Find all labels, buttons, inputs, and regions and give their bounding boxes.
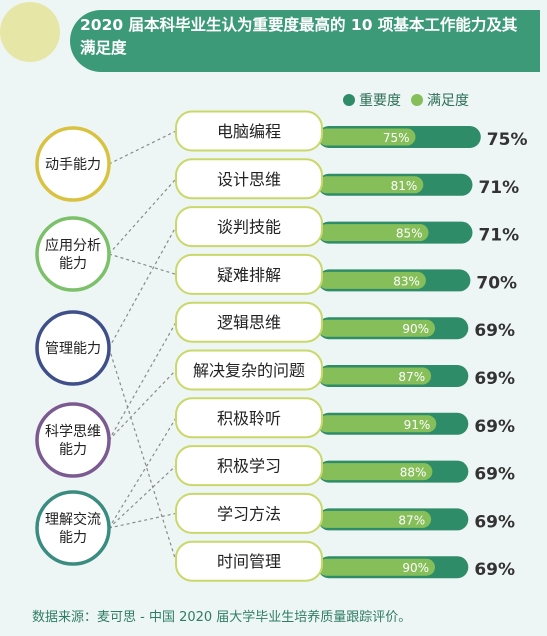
importance-label: 69% xyxy=(474,321,515,341)
connector-line xyxy=(108,512,177,529)
ability-pill xyxy=(175,158,323,200)
ability-chart: 75% 75% 电脑编程 81% 71% 设计思维 85% 71% 谈判技能 83% 70% 疑难排解… xyxy=(35,110,528,582)
satisfaction-label: 87% xyxy=(398,370,425,384)
ability-pill xyxy=(175,206,323,248)
satisfaction-bar xyxy=(318,463,433,481)
connector-line xyxy=(108,253,177,275)
satisfaction-bar xyxy=(318,367,432,385)
category-label: 积极聆听 xyxy=(217,409,281,428)
satisfaction-bar xyxy=(318,319,435,337)
group-label: 能力 xyxy=(59,256,87,272)
importance-label: 69% xyxy=(474,417,515,437)
satisfaction-label: 81% xyxy=(391,179,418,193)
chart-title: 2020 届本科毕业生认为重要度最高的 10 项基本工作能力及其满足度 xyxy=(80,16,518,57)
category-label: 电脑编程 xyxy=(217,122,281,141)
legend-satisfaction-label: 满足度 xyxy=(427,93,469,109)
importance-label: 71% xyxy=(478,178,519,198)
legend-satisfaction-swatch xyxy=(411,94,423,106)
connector-line xyxy=(108,178,177,255)
importance-label: 69% xyxy=(474,512,515,532)
importance-label: 75% xyxy=(487,130,528,150)
importance-label: 69% xyxy=(474,369,515,389)
legend-importance: 重要度 xyxy=(343,90,401,110)
satisfaction-bar xyxy=(318,224,429,242)
connector-line xyxy=(108,321,177,441)
connector-line xyxy=(108,465,177,529)
category-label: 积极学习 xyxy=(217,457,281,476)
ability-pill xyxy=(175,349,323,391)
category-label: 谈判技能 xyxy=(217,218,281,237)
group-circle xyxy=(35,310,111,386)
category-label: 设计思维 xyxy=(217,170,281,189)
category-label: 逻辑思维 xyxy=(217,313,281,332)
decor-circle xyxy=(0,2,60,62)
ability-pill xyxy=(175,445,323,487)
satisfaction-label: 87% xyxy=(398,513,425,527)
importance-label: 71% xyxy=(478,226,519,246)
satisfaction-bar xyxy=(318,176,424,194)
group-label: 应用分析 xyxy=(45,237,101,254)
satisfaction-label: 91% xyxy=(404,418,431,432)
group-circle xyxy=(35,402,111,478)
category-label: 疑难排解 xyxy=(217,265,281,284)
header-banner xyxy=(70,10,540,72)
satisfaction-bar xyxy=(318,128,416,146)
legend-importance-swatch xyxy=(343,94,355,106)
group-label: 理解交流 xyxy=(45,511,101,528)
group-circle xyxy=(35,216,111,292)
legend-satisfaction: 满足度 xyxy=(411,90,469,110)
header-decoration xyxy=(0,2,60,62)
category-label: 学习方法 xyxy=(217,504,281,523)
connector-line xyxy=(108,369,177,441)
category-label: 时间管理 xyxy=(217,552,281,571)
satisfaction-label: 90% xyxy=(402,322,429,336)
group-label: 能力 xyxy=(59,530,87,546)
satisfaction-bar xyxy=(318,510,432,528)
importance-label: 69% xyxy=(474,465,515,485)
group-label: 科学思维 xyxy=(45,424,101,440)
satisfaction-label: 83% xyxy=(393,274,420,288)
satisfaction-label: 75% xyxy=(383,131,410,145)
legend-importance-label: 重要度 xyxy=(359,93,401,109)
satisfaction-label: 85% xyxy=(396,227,423,241)
ability-pill xyxy=(175,540,323,582)
group-label: 管理能力 xyxy=(45,341,101,357)
ability-pill xyxy=(175,253,323,295)
ability-pill xyxy=(175,397,323,439)
group-circle xyxy=(35,126,111,202)
satisfaction-label: 88% xyxy=(400,466,427,480)
satisfaction-bar xyxy=(318,558,435,576)
group-label: 动手能力 xyxy=(45,157,101,173)
connector-line xyxy=(108,347,177,562)
ability-pill xyxy=(175,301,323,343)
legend: 重要度 满足度 xyxy=(333,90,469,110)
satisfaction-bar xyxy=(318,415,437,433)
data-source: 数据来源：麦可思 - 中国 2020 届大学毕业生培养质量跟踪评价。 xyxy=(32,610,412,625)
satisfaction-label: 90% xyxy=(402,561,429,575)
ability-pill xyxy=(175,492,323,534)
satisfaction-bar xyxy=(318,271,426,289)
ability-pill xyxy=(175,110,323,152)
group-label: 能力 xyxy=(59,442,87,458)
connector-line xyxy=(108,417,177,529)
importance-label: 69% xyxy=(474,560,515,580)
importance-label: 70% xyxy=(476,273,517,293)
category-label: 解决复杂的问题 xyxy=(193,361,305,380)
connector-line xyxy=(108,130,177,165)
group-circle xyxy=(35,490,111,566)
connector-line xyxy=(108,226,177,349)
